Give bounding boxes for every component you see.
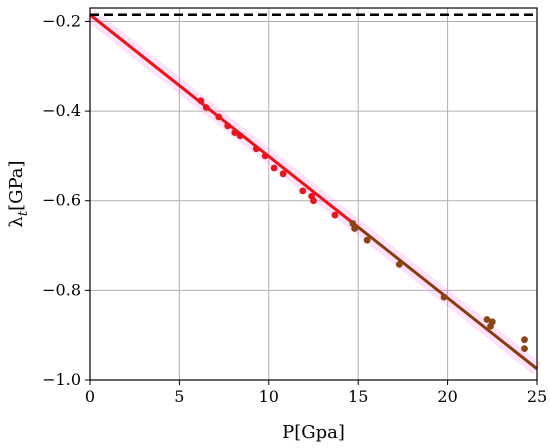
axis-ticks: 0 5 10 15 20 25 −1.0 −0.8 −0.6 −0.4 −0.2 [42,11,547,406]
y-axis-label-unit: [GPa] [6,160,27,210]
data-point [331,211,339,219]
data-point [197,97,205,105]
x-tick-label: 15 [348,387,368,406]
data-point [202,104,210,111]
data-point [351,225,359,232]
y-axis-label: λt[GPa] [6,160,31,227]
data-point [440,293,448,301]
y-axis-label-symbol: λ [6,216,27,227]
data-point [270,164,278,172]
x-axis-label: P[Gpa] [282,422,345,443]
x-tick-label: 10 [259,387,279,406]
data-points [197,97,528,353]
data-point [483,316,491,323]
data-point [521,345,528,353]
y-tick-label: −1.0 [42,370,81,389]
x-tick-label: 0 [85,387,95,406]
x-tick-label: 25 [527,387,547,406]
y-tick-label: −0.4 [42,101,81,120]
y-tick-label: −0.6 [42,191,81,210]
data-point [261,152,269,160]
plot-frame [89,7,538,381]
x-tick-label: 20 [437,387,457,406]
x-tick-label: 5 [174,387,184,406]
data-point [236,132,244,140]
fit-line [357,225,538,370]
data-point [299,187,307,195]
data-point [521,336,528,344]
y-tick-label: −0.8 [42,280,81,299]
y-tick-label: −0.2 [42,11,81,30]
data-point [363,236,371,244]
data-point [252,145,260,153]
data-point [395,260,403,268]
fit-line [89,13,360,229]
y-axis-label-subscript: t [16,210,31,216]
fit-lines [85,9,542,375]
data-point [224,122,232,130]
data-point [279,170,287,178]
data-point [215,113,223,121]
data-point [310,197,317,205]
data-point [231,129,239,136]
data-point [487,322,494,330]
